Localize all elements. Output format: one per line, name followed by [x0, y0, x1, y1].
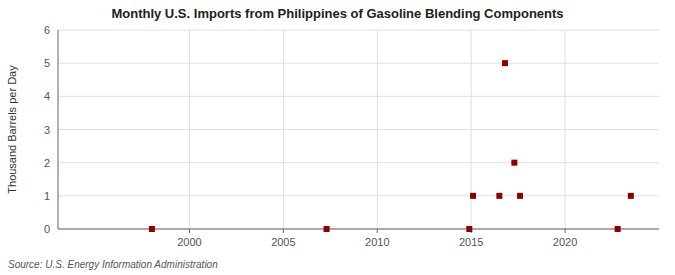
chart-svg: Monthly U.S. Imports from Philippines of…: [0, 0, 675, 275]
y-tick-label: 4: [44, 90, 50, 102]
data-point: [149, 226, 155, 232]
x-tick: [565, 229, 566, 233]
y-grid-line: [58, 96, 659, 97]
axes: 0 1 2 3 4 5 6 2000 2005 2010 2015 2020: [44, 24, 659, 248]
data-point: [324, 226, 330, 232]
y-grid-line: [58, 162, 659, 163]
x-grid-line: [189, 30, 190, 229]
x-grid-line: [565, 30, 566, 229]
x-tick: [377, 229, 378, 233]
x-tick-label: 2000: [177, 236, 201, 248]
y-tick-label: 5: [44, 57, 50, 69]
x-grid-line: [377, 30, 378, 229]
data-point: [511, 160, 517, 166]
y-tick-label: 0: [44, 223, 50, 235]
y-tick-label: 1: [44, 190, 50, 202]
y-axis-label: Thousand Barrels per Day: [6, 65, 18, 194]
data-point: [466, 226, 472, 232]
y-tick-label: 2: [44, 157, 50, 169]
y-tick-label: 3: [44, 124, 50, 136]
points: [149, 60, 634, 232]
y-grid-line: [58, 195, 659, 196]
y-axis-line: [58, 30, 59, 229]
x-tick-label: 2010: [365, 236, 389, 248]
chart-container: Monthly U.S. Imports from Philippines of…: [0, 0, 675, 275]
x-tick-label: 2020: [553, 236, 577, 248]
y-tick-label: 6: [44, 24, 50, 36]
data-point: [470, 193, 476, 199]
x-tick: [189, 229, 190, 233]
x-axis-line: [58, 229, 659, 230]
background: [0, 0, 675, 275]
data-point: [628, 193, 634, 199]
x-grid-line: [283, 30, 284, 229]
y-grid-line: [58, 129, 659, 130]
source-note: Source: U.S. Energy Information Administ…: [8, 259, 218, 270]
x-tick: [283, 229, 284, 233]
data-point: [615, 226, 621, 232]
y-grid-line: [58, 63, 659, 64]
data-point: [496, 193, 502, 199]
y-grid-line: [58, 30, 659, 31]
data-point: [517, 193, 523, 199]
grid: [58, 30, 659, 229]
x-tick-label: 2015: [459, 236, 483, 248]
y-grid-line: [58, 229, 659, 230]
x-tick-label: 2005: [271, 236, 295, 248]
x-grid-line: [471, 30, 472, 229]
chart-title: Monthly U.S. Imports from Philippines of…: [111, 6, 563, 21]
data-point: [502, 60, 508, 66]
